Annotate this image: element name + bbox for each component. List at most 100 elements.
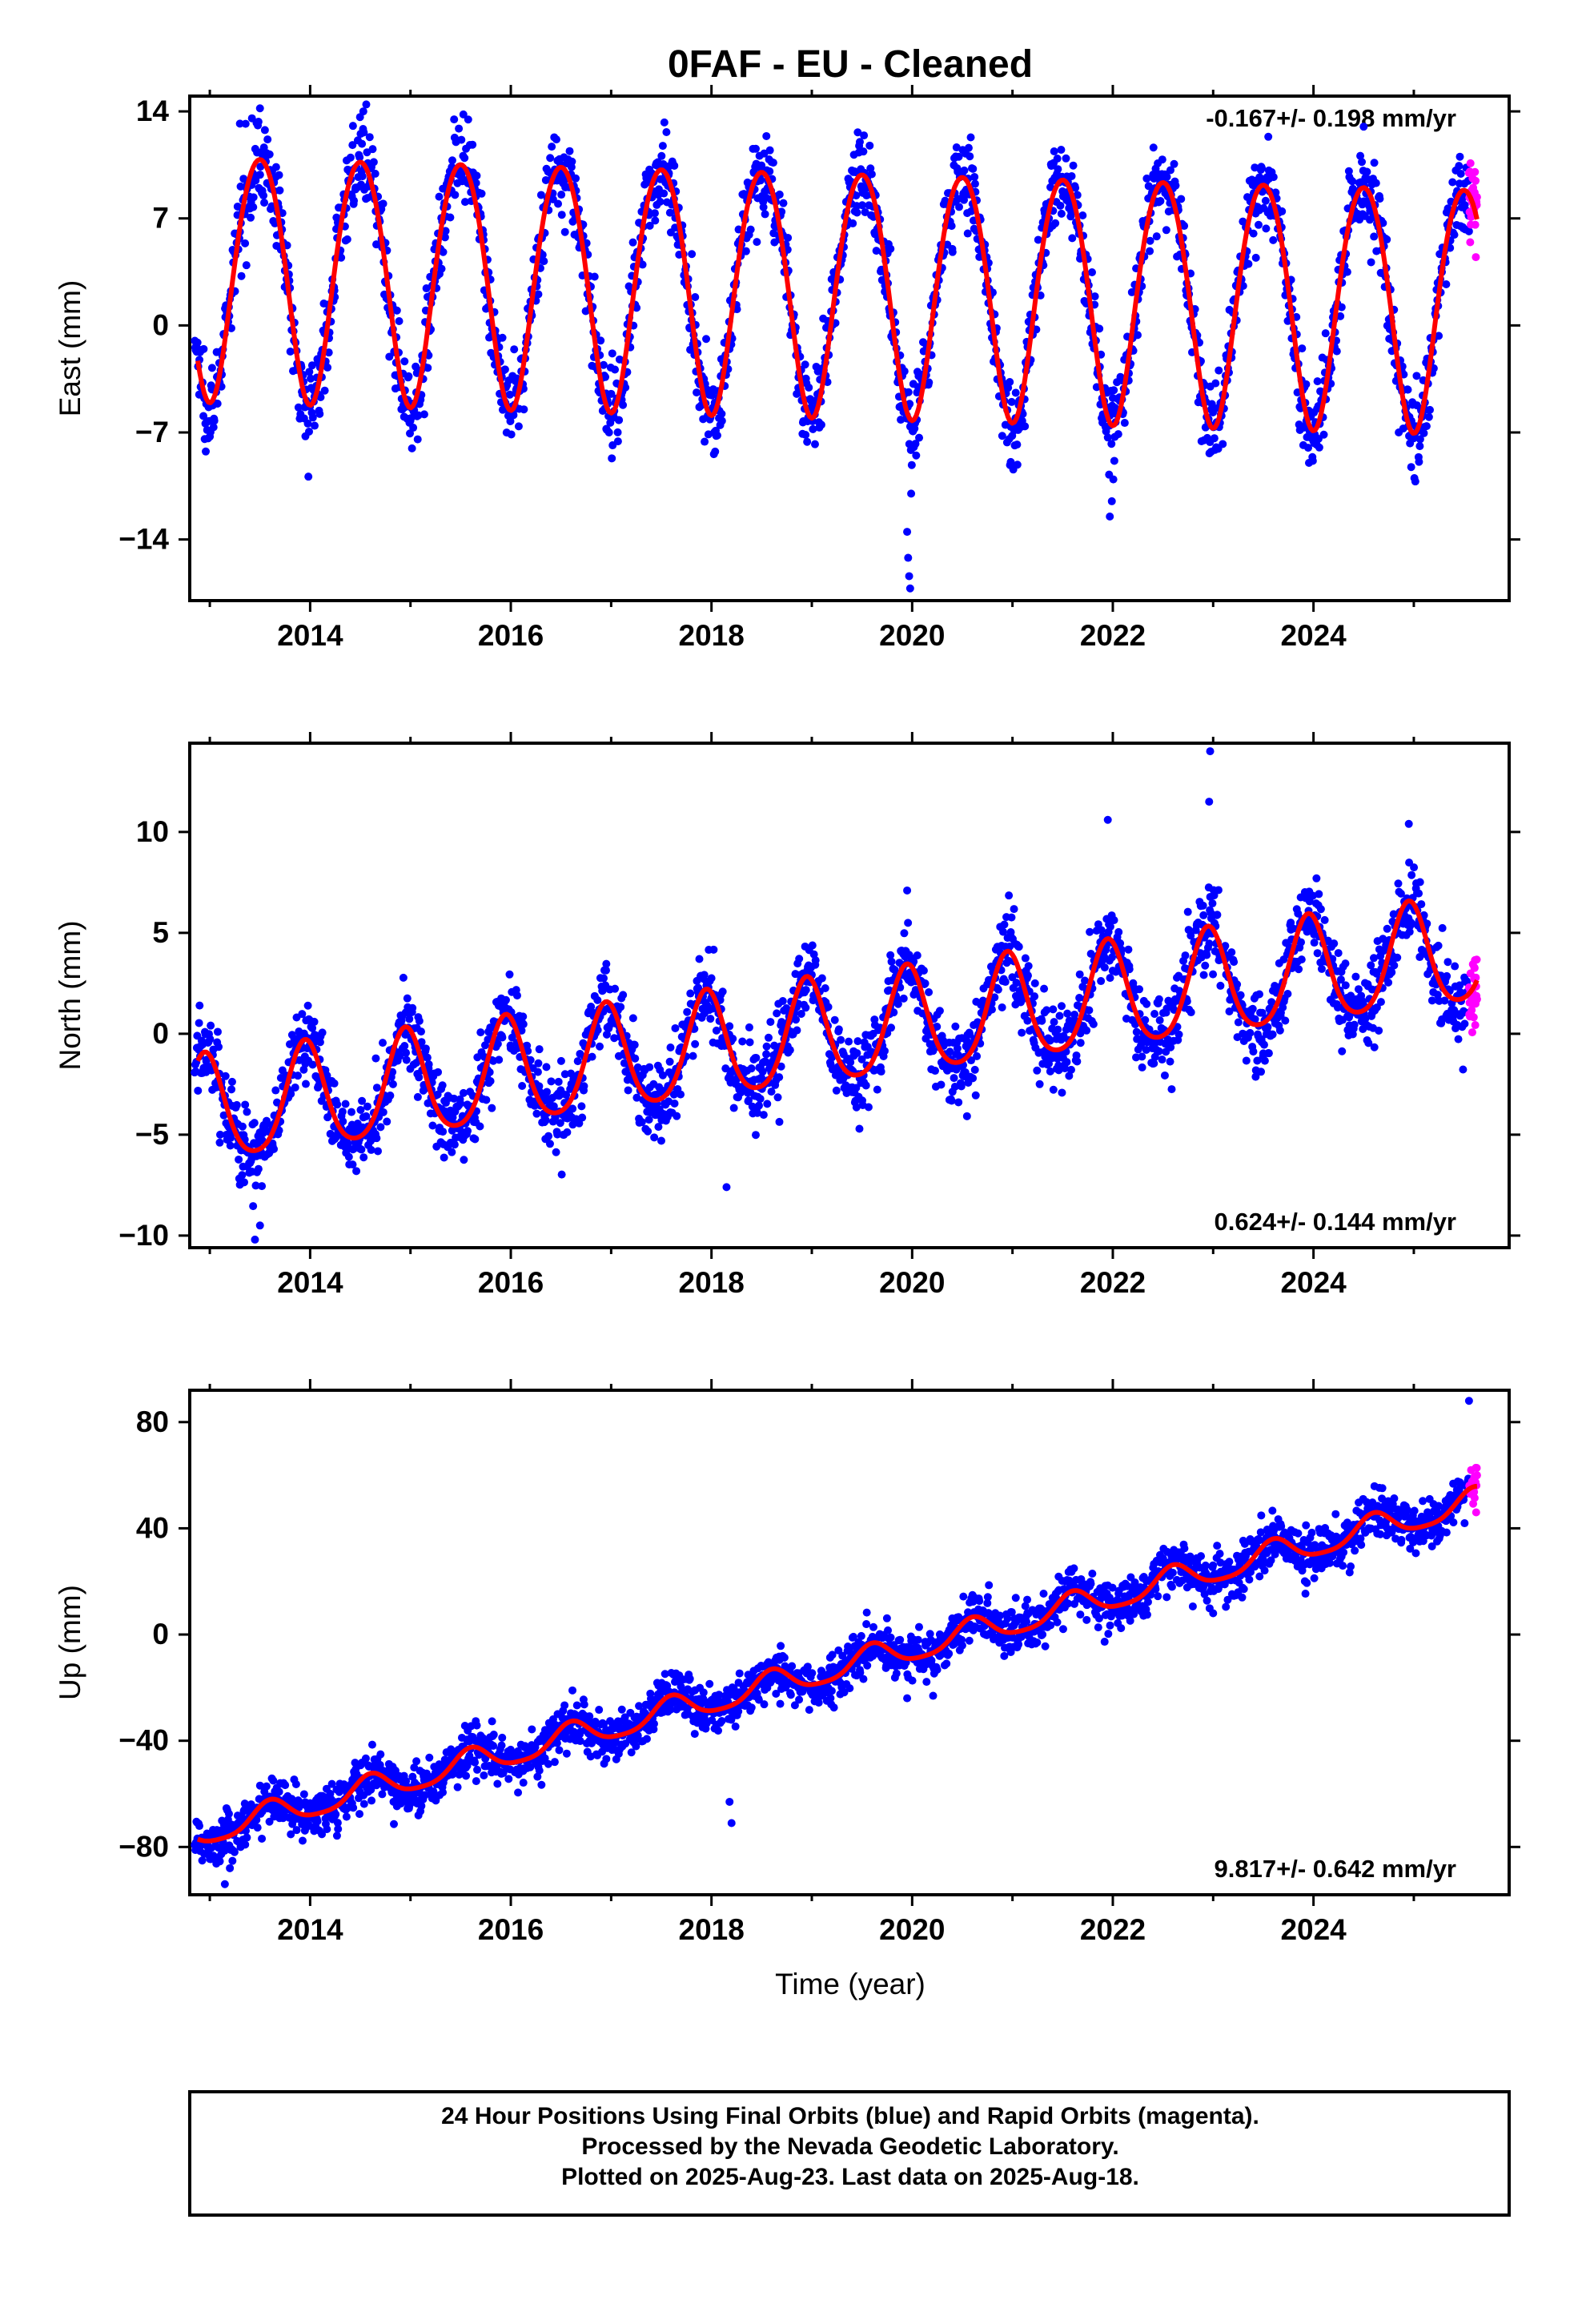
north-point	[1417, 900, 1426, 909]
north-point	[1330, 939, 1339, 948]
east-point	[1171, 181, 1180, 190]
north-point	[227, 1085, 236, 1094]
north-point	[631, 1054, 640, 1063]
east-point	[460, 154, 469, 163]
north-point	[670, 1099, 679, 1108]
east-point	[572, 174, 580, 183]
north-point	[1183, 907, 1192, 916]
north-point	[873, 1085, 881, 1094]
east-point	[199, 344, 208, 353]
east-point	[1262, 224, 1271, 233]
north-point	[1155, 1016, 1164, 1025]
east-outlier-point	[235, 119, 244, 128]
north-point	[645, 1063, 654, 1072]
north-point	[221, 1072, 230, 1080]
north-rapid-point	[1468, 1028, 1476, 1037]
north-point	[588, 1052, 596, 1061]
north-point	[501, 995, 510, 1004]
north-point	[423, 1053, 432, 1062]
east-outlier-point	[1359, 123, 1368, 131]
north-point	[1066, 1065, 1075, 1074]
east-point	[1425, 405, 1434, 414]
east-y-tick-label: 7	[152, 202, 169, 235]
north-point	[935, 1007, 944, 1015]
north-rapid-point	[1469, 1013, 1478, 1022]
north-point	[1248, 1004, 1257, 1013]
north-point	[1073, 1057, 1082, 1066]
north-point	[359, 1153, 368, 1162]
east-point	[1056, 201, 1065, 210]
north-y-tick-label: −5	[135, 1118, 169, 1151]
north-point	[695, 955, 704, 963]
east-point	[596, 336, 605, 345]
north-point	[602, 959, 611, 968]
north-point	[1030, 979, 1039, 987]
north-point	[258, 1182, 267, 1191]
north-point	[376, 1123, 385, 1132]
up-y-tick-label: −80	[118, 1830, 169, 1863]
east-plot-frame	[188, 94, 1511, 602]
east-rate-label: -0.167+/- 0.198 mm/yr	[1206, 104, 1456, 132]
east-point	[753, 238, 761, 247]
east-point	[817, 420, 825, 429]
north-point	[238, 1122, 247, 1131]
east-point	[628, 238, 637, 247]
north-point	[1283, 990, 1292, 999]
east-point	[424, 364, 432, 372]
north-point	[677, 1090, 685, 1099]
east-point	[1062, 154, 1070, 163]
east-point	[966, 133, 975, 142]
north-point	[763, 1100, 772, 1108]
north-point	[1166, 1057, 1174, 1066]
east-point	[536, 191, 545, 199]
east-point	[371, 169, 379, 178]
north-point	[1383, 924, 1391, 933]
north-point	[1259, 1040, 1268, 1049]
north-point	[1350, 1020, 1359, 1029]
up-y-tick-label: 0	[152, 1618, 169, 1651]
north-point	[600, 974, 608, 983]
north-point	[301, 1080, 310, 1088]
east-x-tick-label: 2020	[879, 619, 945, 652]
east-point	[853, 208, 861, 217]
north-point	[611, 984, 620, 993]
north-point	[434, 1068, 443, 1076]
north-rate-label: 0.624+/- 0.144 mm/yr	[1215, 1208, 1456, 1236]
north-point	[969, 1074, 978, 1083]
east-point	[784, 233, 793, 242]
north-point	[1297, 938, 1306, 947]
north-point	[1058, 1088, 1066, 1097]
east-point	[969, 164, 978, 173]
north-point	[206, 1035, 215, 1043]
north-point	[793, 1026, 801, 1035]
north-point	[545, 1140, 554, 1148]
north-point	[950, 1074, 958, 1083]
north-point	[383, 1117, 391, 1126]
north-point	[931, 1067, 940, 1076]
north-point	[751, 1131, 760, 1140]
east-point	[1011, 388, 1020, 397]
east-point	[1367, 258, 1375, 267]
east-point	[307, 374, 315, 383]
east-point	[263, 135, 272, 144]
north-point	[1387, 968, 1396, 977]
north-point	[241, 1100, 250, 1109]
north-point	[1208, 899, 1217, 908]
north-point	[1154, 1047, 1163, 1055]
east-point	[907, 460, 916, 469]
north-point	[1023, 971, 1032, 980]
figure-title: 0FAF - EU - Cleaned	[668, 43, 1033, 86]
east-x-tick-label: 2018	[679, 619, 745, 652]
east-point	[193, 338, 202, 347]
east-outlier-point	[903, 528, 912, 537]
east-point	[477, 189, 486, 198]
north-point	[619, 991, 628, 999]
north-point	[1062, 1058, 1071, 1067]
north-point	[773, 1009, 781, 1018]
north-point	[1376, 998, 1385, 1007]
north-point	[213, 1027, 222, 1036]
east-x-tick-label: 2014	[277, 619, 343, 652]
east-point	[1152, 232, 1161, 241]
north-point	[596, 1042, 604, 1051]
